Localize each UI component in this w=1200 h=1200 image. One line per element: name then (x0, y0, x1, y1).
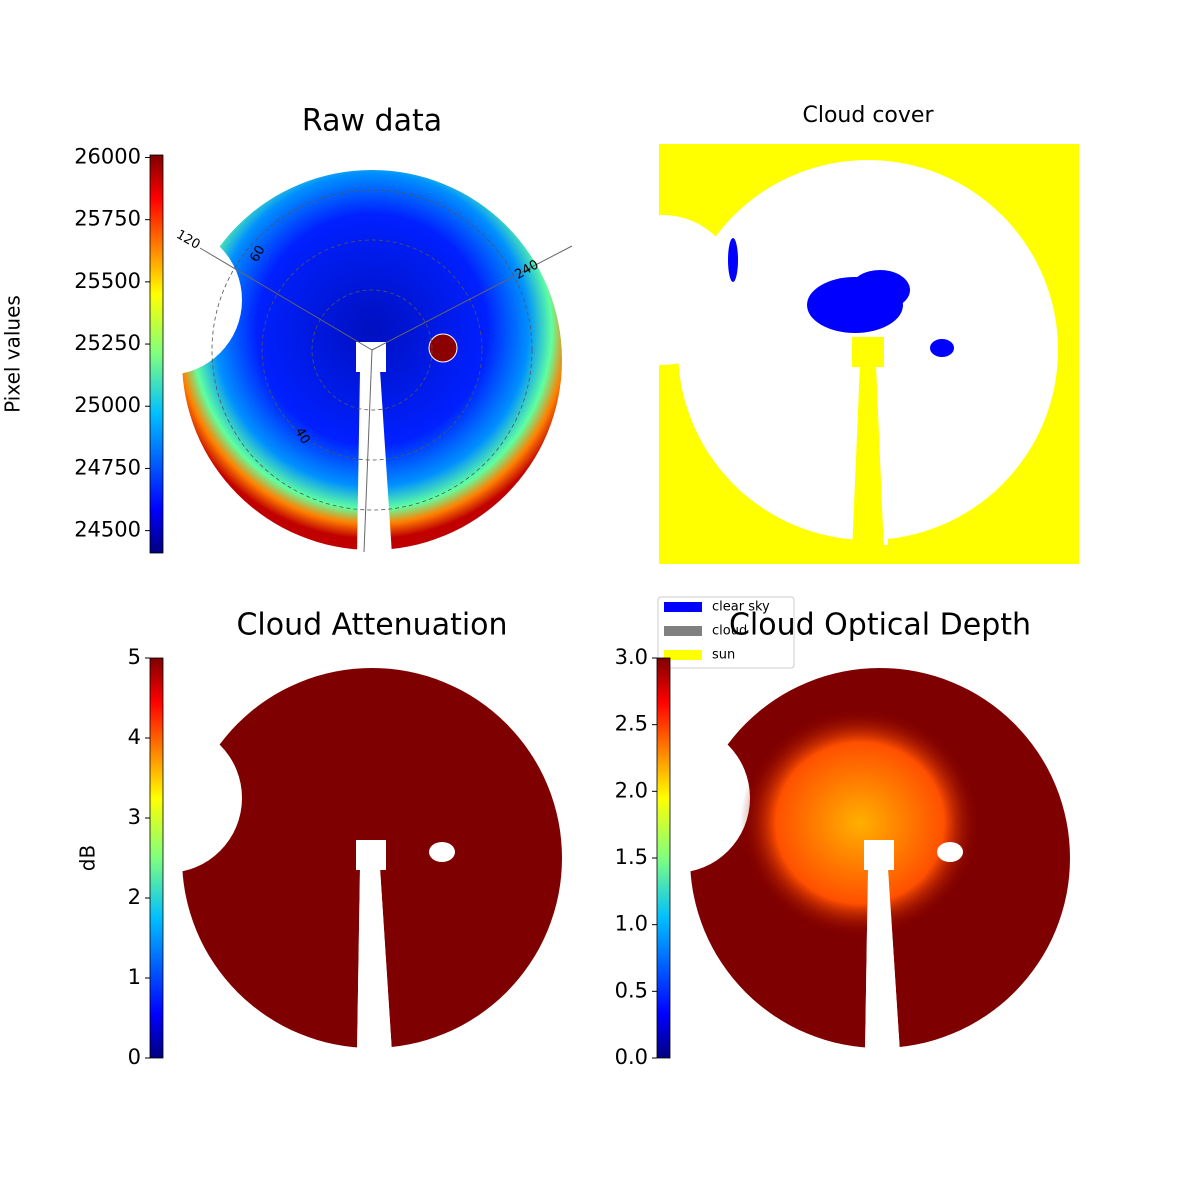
colorbar-tick-label: 5 (128, 645, 141, 669)
colorbar-tick-label: 25500 (74, 269, 141, 293)
colorbar-tick-label: 3.0 (615, 645, 648, 669)
colorbar-tick-label: 1 (128, 965, 141, 989)
mask (92, 723, 242, 873)
colorbar-tick-label: 25000 (74, 393, 141, 417)
colorbar-tick-label: 24500 (74, 518, 141, 542)
legend: clear sky cloud sun (657, 596, 795, 669)
colorbar-tick-label: 0.0 (615, 1045, 648, 1069)
mask (600, 723, 750, 873)
mask (865, 868, 900, 1053)
colorbar-tick-label: 0 (128, 1045, 141, 1069)
legend-swatch (664, 650, 702, 660)
cloud-region (740, 708, 980, 938)
mask (92, 225, 242, 375)
panel-title: Cloud Attenuation (236, 608, 507, 643)
panel: clear sky cloud sun (588, 144, 1079, 669)
colorbar-tick-label: 2.5 (615, 712, 648, 736)
polar-axis (199, 247, 373, 351)
polar-axis (363, 349, 373, 553)
mask (356, 840, 386, 870)
clear-sky-region (728, 238, 738, 282)
polar-ring (211, 189, 533, 511)
legend-label: sun (712, 648, 735, 663)
legend-swatch (664, 602, 702, 612)
sun-spot (428, 333, 458, 363)
colorbar-tick-label: 25750 (74, 207, 141, 231)
polar-ring (311, 289, 433, 411)
panel (92, 668, 562, 1053)
clear-sky-region (850, 270, 910, 310)
panel (600, 668, 1070, 1053)
colorbar-tick-label: 1.0 (615, 912, 648, 936)
colorbar-tick-label: 2.0 (615, 778, 648, 802)
colorbar (656, 657, 671, 1059)
sun-hole (429, 842, 455, 862)
polar-axis (371, 245, 573, 351)
colorbar-tick-label: 26000 (74, 144, 141, 168)
mask (864, 840, 894, 870)
colorbar-tick-label: 2 (128, 885, 141, 909)
mask (588, 215, 738, 365)
polar-ring (261, 239, 483, 461)
colorbar-label: Pixel values (1, 295, 25, 413)
polar-label: 60 (247, 243, 268, 265)
colorbar (149, 154, 164, 554)
colorbar-tick-label: 1.5 (615, 845, 648, 869)
colorbar (149, 657, 164, 1059)
polar-label: 40 (291, 425, 312, 447)
clear-sky-region (930, 339, 954, 357)
colorbar-tick-label: 0.5 (615, 978, 648, 1002)
colorbar-tick-label: 3 (128, 805, 141, 829)
sun-region (852, 365, 884, 552)
colorbar-tick-label: 24750 (74, 455, 141, 479)
mask (357, 868, 392, 1053)
colorbar-tick-label: 25250 (74, 331, 141, 355)
colorbar-label: dB (76, 845, 100, 871)
colorbar-tick-label: 4 (128, 725, 141, 749)
panel-title: Raw data (302, 104, 442, 139)
panel-title: Cloud Optical Depth (729, 608, 1031, 643)
legend-label: clear sky (712, 600, 770, 615)
sun-hole (937, 842, 963, 862)
sun-region (852, 337, 884, 367)
legend-label: cloud (712, 624, 747, 639)
panel-title: Cloud cover (803, 103, 935, 128)
legend-swatch (664, 626, 702, 636)
